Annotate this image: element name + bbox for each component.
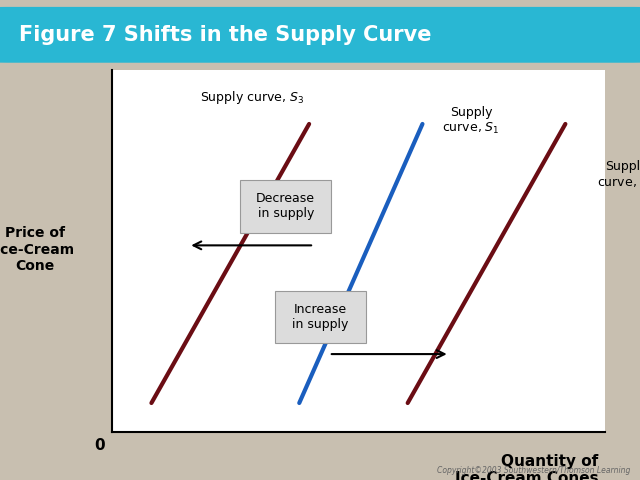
FancyBboxPatch shape: [240, 180, 332, 233]
Text: Quantity of
Ice-Cream Cones: Quantity of Ice-Cream Cones: [455, 454, 598, 480]
FancyBboxPatch shape: [275, 291, 366, 343]
Text: Increase
in supply: Increase in supply: [292, 303, 348, 331]
Text: Supply
curve, $S_1$: Supply curve, $S_1$: [442, 106, 500, 136]
Text: Figure 7 Shifts in the Supply Curve: Figure 7 Shifts in the Supply Curve: [19, 25, 431, 45]
FancyBboxPatch shape: [0, 8, 640, 62]
Text: 0: 0: [94, 438, 104, 453]
Text: Supply
curve, $S_2$: Supply curve, $S_2$: [597, 160, 640, 191]
Text: Copyright©2003 Southwestern/Thomson Learning: Copyright©2003 Southwestern/Thomson Lear…: [437, 466, 630, 475]
Text: Decrease
in supply: Decrease in supply: [256, 192, 316, 220]
Text: Supply curve, $S_3$: Supply curve, $S_3$: [200, 89, 305, 106]
Text: Price of
Ice-Cream
Cone: Price of Ice-Cream Cone: [0, 227, 75, 273]
